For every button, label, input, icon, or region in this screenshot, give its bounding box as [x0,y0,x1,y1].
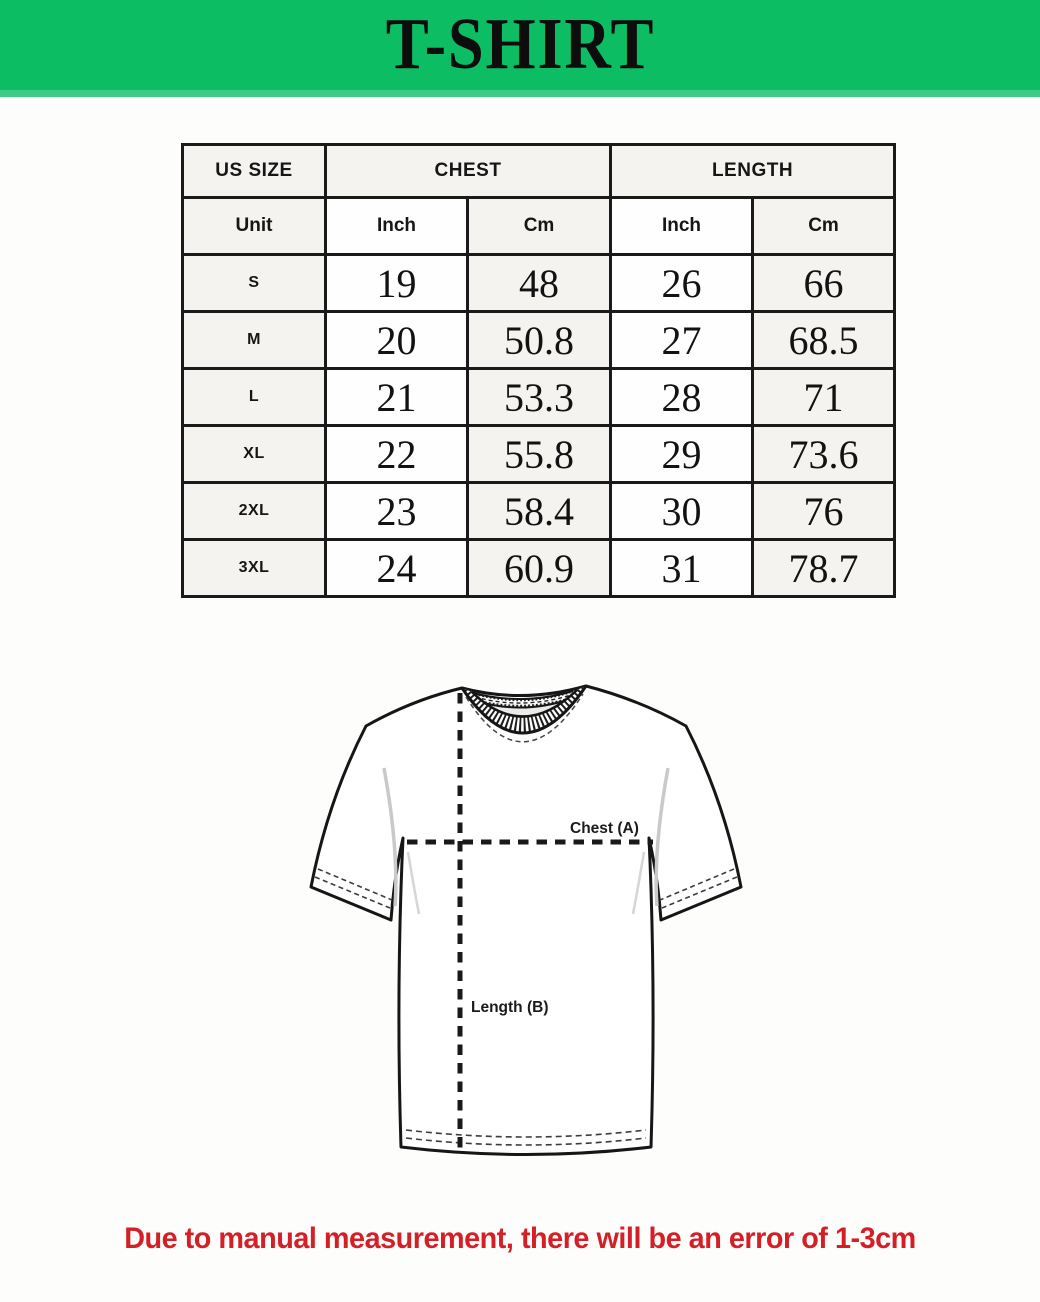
value-cell: 48 [466,253,612,313]
value-cell: 22 [324,424,469,484]
size-cell: 3XL [181,538,327,598]
length-cm-header: Cm [750,196,897,256]
value-cell: 21 [324,367,469,427]
value-cell: 19 [324,253,469,313]
hem-stitching [405,1129,647,1146]
value-cell: 66 [750,253,897,313]
chest-cm-header: Cm [466,196,612,256]
value-cell: 20 [324,310,469,370]
tshirt-diagram: Chest (A) Length (B) [309,684,743,1156]
table-row: S 19 48 26 66 [181,253,897,313]
table-row: L 21 53.3 28 71 [181,367,897,427]
length-inch-header: Inch [609,196,754,256]
banner: T-SHIRT [0,0,1040,97]
table-row: 3XL 24 60.9 31 78.7 [181,538,897,598]
table-row: M 20 50.8 27 68.5 [181,310,897,370]
value-cell: 50.8 [466,310,612,370]
value-cell: 60.9 [466,538,612,598]
table-unit-row: Unit Inch Cm Inch Cm [181,196,897,256]
size-cell: L [181,367,327,427]
value-cell: 55.8 [466,424,612,484]
value-cell: 68.5 [750,310,897,370]
value-cell: 31 [609,538,754,598]
shading-strokes [382,767,670,915]
table-row: 2XL 23 58.4 30 76 [181,481,897,541]
table-row: XL 22 55.8 29 73.6 [181,424,897,484]
value-cell: 58.4 [466,481,612,541]
chest-measure-label: Chest (A) [570,820,639,837]
value-cell: 23 [324,481,469,541]
collar [460,685,588,743]
size-cell: S [181,253,327,313]
size-cell: M [181,310,327,370]
value-cell: 53.3 [466,367,612,427]
value-cell: 30 [609,481,754,541]
value-cell: 27 [609,310,754,370]
unit-header: Unit [181,196,327,256]
measurement-disclaimer: Due to manual measurement, there will be… [124,1222,916,1255]
value-cell: 24 [324,538,469,598]
size-chart-table: US SIZE CHEST LENGTH Unit Inch Cm Inch C… [181,143,897,598]
value-cell: 73.6 [750,424,897,484]
value-cell: 76 [750,481,897,541]
size-cell: 2XL [181,481,327,541]
sleeve-stitching [314,868,738,909]
length-measure-label: Length (B) [471,999,548,1016]
column-header-us-size: US SIZE [181,143,327,199]
value-cell: 29 [609,424,754,484]
column-header-length: LENGTH [608,143,897,199]
value-cell: 26 [609,253,754,313]
size-cell: XL [181,424,327,484]
value-cell: 28 [609,367,754,427]
value-cell: 78.7 [750,538,897,598]
tshirt-outline [309,684,743,1156]
value-cell: 71 [750,367,897,427]
column-header-chest: CHEST [324,143,612,199]
page-title: T-SHIRT [385,4,655,85]
table-header-row: US SIZE CHEST LENGTH [181,143,897,199]
chest-inch-header: Inch [324,196,469,256]
